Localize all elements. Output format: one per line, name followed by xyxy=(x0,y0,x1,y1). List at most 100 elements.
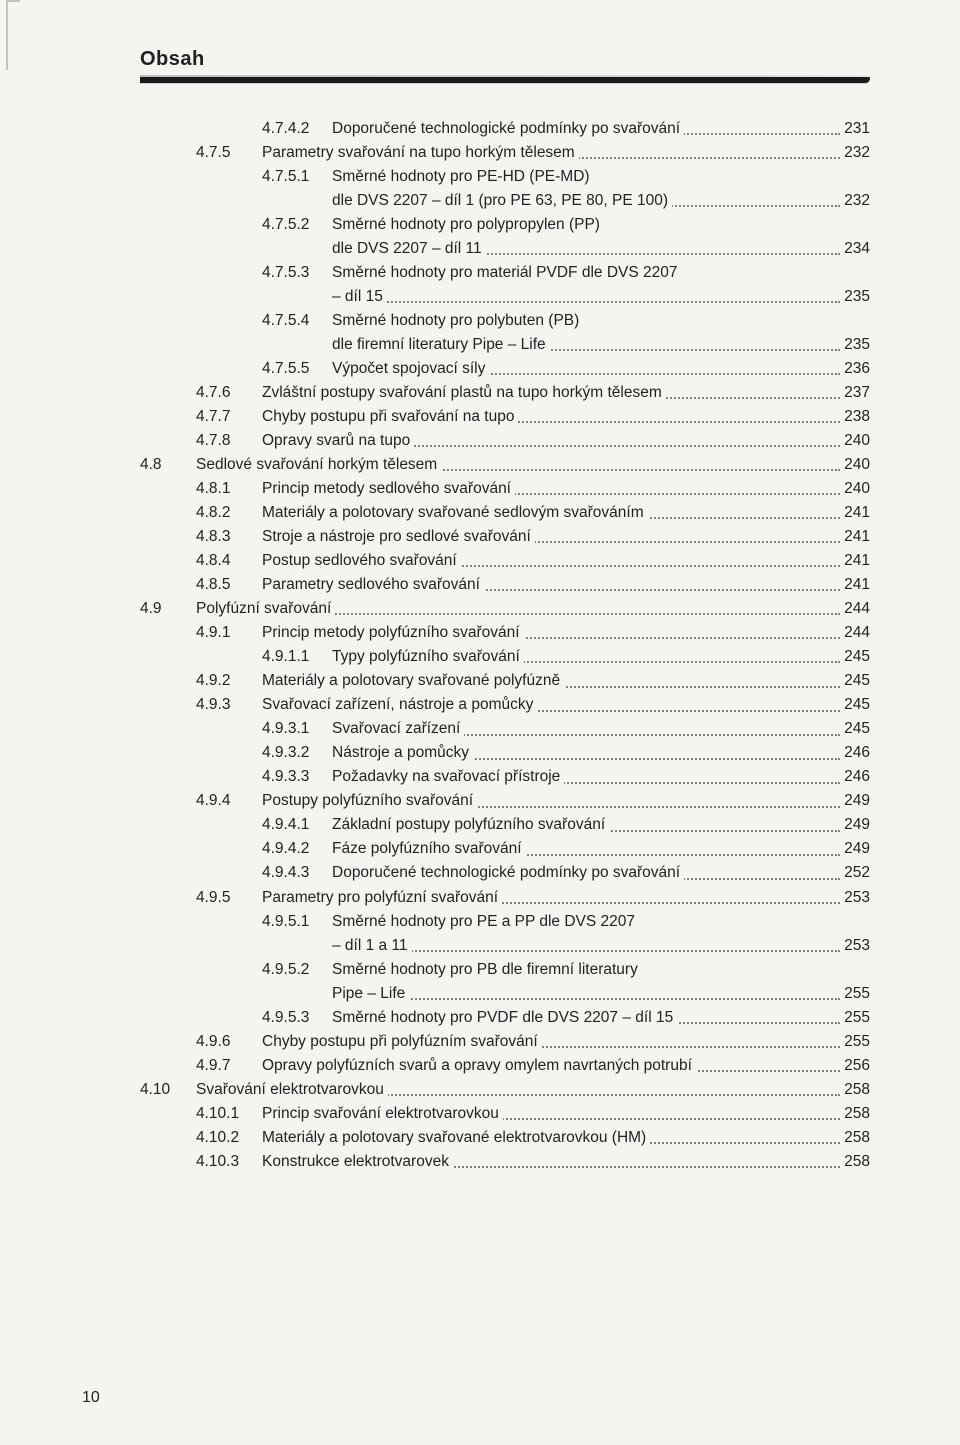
toc-entry: 4.8.2Materiály a polotovary svařované se… xyxy=(140,501,870,525)
entry-number: 4.10 xyxy=(140,1078,196,1102)
entry-page: 255 xyxy=(840,1006,870,1030)
toc-entry: 4.8Sedlové svařování horkým tělesem240 xyxy=(140,453,870,477)
entry-page: 240 xyxy=(840,453,870,477)
title-rule xyxy=(140,75,870,83)
entry-page: 231 xyxy=(840,117,870,141)
entry-title: Materiály a polotovary svařované sedlový… xyxy=(262,501,840,525)
entry-number: 4.7.5.4 xyxy=(262,309,332,333)
entry-title: Sedlové svařování horkým tělesem xyxy=(196,453,840,477)
entry-page: 258 xyxy=(840,1102,870,1126)
entry-title: Pipe – Life xyxy=(332,982,840,1006)
toc-entry: 4.7.5Parametry svařování na tupo horkým … xyxy=(140,141,870,165)
toc-entry: 4.9.3.1Svařovací zařízení245 xyxy=(140,717,870,741)
entry-number: 4.7.5.5 xyxy=(262,357,332,381)
toc-entry: 4.9.3Svařovací zařízení, nástroje a pomů… xyxy=(140,693,870,717)
entry-number: 4.10.1 xyxy=(196,1102,262,1126)
toc-entry: 4.8.1Princip metody sedlového svařování2… xyxy=(140,477,870,501)
entry-number: 4.9.1 xyxy=(196,621,262,645)
entry-number: 4.9.5.1 xyxy=(262,910,332,934)
toc-entry: 4.7.5.5Výpočet spojovací síly236 xyxy=(140,357,870,381)
entry-page: 255 xyxy=(840,982,870,1006)
entry-page: 245 xyxy=(840,717,870,741)
toc-entry: 4.9.4.1Základní postupy polyfúzního svař… xyxy=(140,813,870,837)
toc-entry: 4.10.2Materiály a polotovary svařované e… xyxy=(140,1126,870,1150)
entry-title: Směrné hodnoty pro PE-HD (PE-MD) xyxy=(332,165,870,189)
toc-entry: 4.9.4.2Fáze polyfúzního svařování249 xyxy=(140,837,870,861)
entry-title: Opravy polyfúzních svarů a opravy omylem… xyxy=(262,1054,840,1078)
entry-page: 232 xyxy=(840,141,870,165)
entry-number: 4.9.3.1 xyxy=(262,717,332,741)
entry-page: 255 xyxy=(840,1030,870,1054)
page-title: Obsah xyxy=(140,48,870,71)
toc-entry: 4.9.5Parametry pro polyfúzní svařování25… xyxy=(140,886,870,910)
entry-number: 4.9.4 xyxy=(196,789,262,813)
entry-title: Postupy polyfúzního svařování xyxy=(262,789,840,813)
entry-title: Požadavky na svařovací přístroje xyxy=(332,765,840,789)
toc-entry: – díl 1 a 11253 xyxy=(140,934,870,958)
entry-number: 4.9.3.3 xyxy=(262,765,332,789)
entry-page: 253 xyxy=(840,886,870,910)
entry-number: 4.10.3 xyxy=(196,1150,262,1174)
entry-page: 244 xyxy=(840,597,870,621)
entry-page: 245 xyxy=(840,645,870,669)
entry-title: – díl 1 a 11 xyxy=(332,934,840,958)
toc-entry: 4.7.5.3Směrné hodnoty pro materiál PVDF … xyxy=(140,261,870,285)
entry-page: 246 xyxy=(840,741,870,765)
entry-number: 4.8.4 xyxy=(196,549,262,573)
entry-page: 241 xyxy=(840,549,870,573)
entry-number: 4.10.2 xyxy=(196,1126,262,1150)
entry-number: 4.8.2 xyxy=(196,501,262,525)
entry-number: 4.9.3 xyxy=(196,693,262,717)
entry-title: Výpočet spojovací síly xyxy=(332,357,840,381)
entry-title: Směrné hodnoty pro materiál PVDF dle DVS… xyxy=(332,261,870,285)
entry-title: Doporučené technologické podmínky po sva… xyxy=(332,117,840,141)
entry-page: 249 xyxy=(840,837,870,861)
entry-title: Svařovací zařízení xyxy=(332,717,840,741)
entry-title: Směrné hodnoty pro polypropylen (PP) xyxy=(332,213,870,237)
entry-number: 4.7.5.2 xyxy=(262,213,332,237)
toc-entry: 4.9.1Princip metody polyfúzního svařován… xyxy=(140,621,870,645)
entry-number: 4.9.4.3 xyxy=(262,861,332,885)
toc-entry: 4.9Polyfúzní svařování244 xyxy=(140,597,870,621)
entry-number: 4.9.5.3 xyxy=(262,1006,332,1030)
entry-page: 249 xyxy=(840,789,870,813)
entry-page: 244 xyxy=(840,621,870,645)
toc-entry: 4.9.6Chyby postupu při polyfúzním svařov… xyxy=(140,1030,870,1054)
toc-entry: 4.9.1.1Typy polyfúzního svařování245 xyxy=(140,645,870,669)
toc-entry: 4.8.3Stroje a nástroje pro sedlové svařo… xyxy=(140,525,870,549)
entry-number: 4.7.7 xyxy=(196,405,262,429)
entry-page: 258 xyxy=(840,1126,870,1150)
entry-title: dle DVS 2207 – díl 11 xyxy=(332,237,840,261)
entry-number: 4.9.7 xyxy=(196,1054,262,1078)
entry-title: – díl 15 xyxy=(332,285,840,309)
entry-number: 4.9.6 xyxy=(196,1030,262,1054)
entry-number: 4.9.4.2 xyxy=(262,837,332,861)
toc-entry: 4.9.4.3Doporučené technologické podmínky… xyxy=(140,861,870,885)
toc-entry: 4.7.5.2Směrné hodnoty pro polypropylen (… xyxy=(140,213,870,237)
toc-entry: 4.9.2Materiály a polotovary svařované po… xyxy=(140,669,870,693)
toc-entry: 4.9.5.2Směrné hodnoty pro PB dle firemní… xyxy=(140,958,870,982)
entry-number: 4.7.8 xyxy=(196,429,262,453)
entry-title: Směrné hodnoty pro PE a PP dle DVS 2207 xyxy=(332,910,870,934)
entry-page: 237 xyxy=(840,381,870,405)
toc-entry: Pipe – Life255 xyxy=(140,982,870,1006)
entry-page: 252 xyxy=(840,861,870,885)
toc-entry: 4.7.5.1Směrné hodnoty pro PE-HD (PE-MD) xyxy=(140,165,870,189)
entry-number: 4.9 xyxy=(140,597,196,621)
entry-title: dle firemní literatury Pipe – Life xyxy=(332,333,840,357)
entry-title: Materiály a polotovary svařované polyfúz… xyxy=(262,669,840,693)
entry-page: 245 xyxy=(840,669,870,693)
page-number: 10 xyxy=(82,1389,100,1407)
entry-page: 240 xyxy=(840,429,870,453)
entry-title: Směrné hodnoty pro polybuten (PB) xyxy=(332,309,870,333)
entry-title: Základní postupy polyfúzního svařování xyxy=(332,813,840,837)
entry-title: Stroje a nástroje pro sedlové svařování xyxy=(262,525,840,549)
entry-page: 238 xyxy=(840,405,870,429)
entry-page: 240 xyxy=(840,477,870,501)
entry-page: 258 xyxy=(840,1150,870,1174)
entry-title: Konstrukce elektrotvarovek xyxy=(262,1150,840,1174)
toc-entry: 4.7.8Opravy svarů na tupo240 xyxy=(140,429,870,453)
entry-title: Zvláštní postupy svařování plastů na tup… xyxy=(262,381,840,405)
entry-title: Svařovací zařízení, nástroje a pomůcky xyxy=(262,693,840,717)
entry-title: Parametry sedlového svařování xyxy=(262,573,840,597)
